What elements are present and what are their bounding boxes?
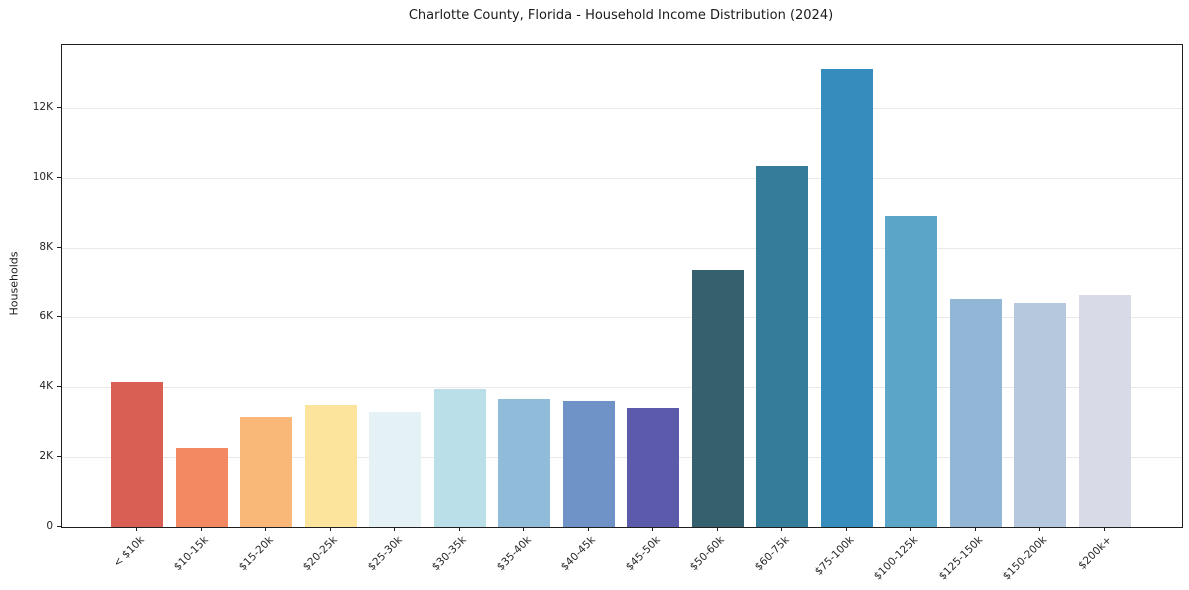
x-tick-mark [910, 527, 911, 531]
y-tick-label: 8K [39, 240, 53, 253]
x-tick-label-text: $25-30k [365, 534, 405, 574]
y-tick-label: 6K [39, 310, 53, 323]
y-tick-mark [57, 456, 61, 458]
gridline-12K [62, 107, 1182, 109]
gridline-2K [62, 457, 1182, 459]
x-tick-mark [265, 527, 266, 531]
x-tick-label-text: $30-35k [429, 534, 469, 574]
y-tick-mark [57, 176, 61, 178]
x-tick-mark [845, 527, 847, 531]
x-tick-mark [1039, 527, 1040, 531]
x-tick-label-text: $35-40k [494, 534, 534, 574]
x-tick-mark [523, 527, 524, 531]
chart-title: Charlotte County, Florida - Household In… [408, 8, 834, 23]
x-tick-label-text: $60-75k [752, 534, 792, 574]
bar-$125-150k [949, 299, 1002, 527]
x-tick-mark [1103, 527, 1105, 531]
bar-$20-25k [304, 404, 357, 527]
x-tick-mark [652, 527, 653, 531]
y-tick-label: 12K [32, 100, 53, 113]
bar-< $10k [111, 382, 163, 527]
x-tick-mark [781, 527, 782, 531]
bar-$75-100k [820, 69, 873, 527]
y-tick-label: 0 [46, 520, 53, 532]
x-tick-label-text: $45-50k [623, 534, 663, 574]
x-tick-label-text: $20-25k [300, 534, 340, 574]
x-tick-mark [136, 527, 137, 531]
y-tick-mark [57, 526, 61, 527]
y-tick-label: 10K [32, 170, 53, 183]
y-tick-mark [57, 106, 61, 108]
x-tick-mark [587, 527, 589, 531]
x-tick-label-text: $50-60k [687, 534, 727, 574]
gridline-10K [62, 177, 1182, 179]
y-tick-mark [57, 316, 61, 318]
y-tick-label: 4K [39, 380, 53, 393]
x-tick-mark [394, 527, 395, 531]
x-tick-label-text: $100-125k [871, 534, 921, 583]
bar-$25-30k [369, 411, 421, 527]
x-tick-label-text: < $10k [110, 534, 147, 570]
y-tick-mark [57, 246, 61, 248]
y-tick-label: 2K [39, 450, 53, 463]
x-tick-label-text: $125-150k [936, 534, 985, 583]
gridline-4K [62, 387, 1182, 389]
bar-$200k+ [1078, 294, 1131, 527]
x-tick-label-text: $10-15k [171, 534, 211, 574]
bar-$45-50k [627, 408, 679, 527]
x-tick-mark [200, 527, 202, 531]
bar-$100-125k [885, 216, 937, 527]
x-tick-label-text: $75-100k [812, 534, 856, 578]
bar-$15-20k [240, 416, 292, 527]
bar-$150-200k [1014, 303, 1066, 527]
x-tick-mark [974, 527, 976, 531]
y-tick-mark [57, 386, 61, 388]
x-tick-mark [329, 527, 331, 531]
x-tick-label-text: $150-200k [1000, 534, 1050, 583]
x-tick-label-text: $40-45k [558, 534, 598, 574]
bar-$35-40k [498, 399, 550, 527]
x-tick-mark [458, 527, 460, 531]
x-tick-label-text: $200k+ [1076, 534, 1114, 572]
bar-$50-60k [691, 270, 744, 527]
plot-area [61, 44, 1183, 528]
x-tick-label-text: $15-20k [236, 534, 276, 574]
bar-$10-15k [175, 448, 228, 527]
gridline-6K [62, 317, 1182, 319]
gridline-8K [62, 247, 1182, 249]
bar-$40-45k [562, 401, 615, 527]
x-tick-mark [716, 527, 718, 531]
bar-$60-75k [756, 165, 808, 527]
bar-$30-35k [433, 389, 486, 527]
